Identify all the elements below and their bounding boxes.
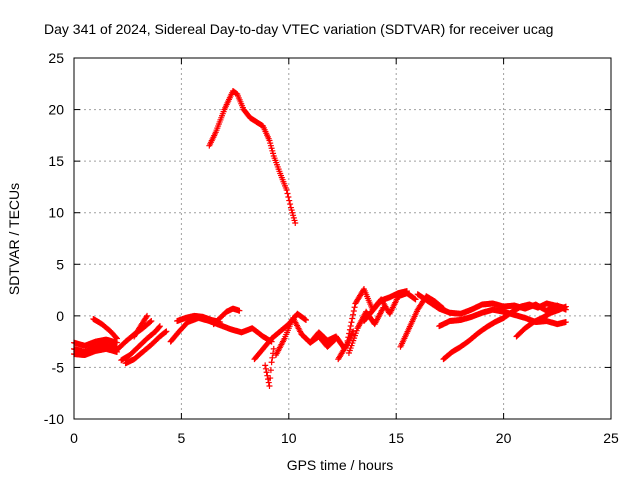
series-arc-11 <box>210 305 243 328</box>
x-tick-label: 5 <box>178 430 186 446</box>
data-point <box>266 382 273 389</box>
series-arc-4 <box>90 315 120 342</box>
series-arc-7 <box>122 328 170 367</box>
series-arc-13 <box>262 345 277 389</box>
y-axis-label: SDTVAR / TECUs <box>6 183 22 295</box>
data-point <box>345 334 352 341</box>
data-point <box>380 304 387 311</box>
series-arc-12 <box>206 88 299 227</box>
data-point <box>302 316 309 323</box>
data-point <box>350 311 357 318</box>
data-point <box>270 345 277 352</box>
plot-frame <box>73 57 612 420</box>
data-point <box>333 335 340 342</box>
x-tick-label: 25 <box>603 430 619 446</box>
y-tick-label: 5 <box>56 256 64 272</box>
y-tick-label: -5 <box>52 359 65 375</box>
data-point <box>162 328 169 335</box>
data-point <box>268 359 275 366</box>
y-tick-label: 10 <box>48 205 64 221</box>
y-tick-label: 0 <box>56 308 64 324</box>
data-point <box>265 379 272 386</box>
series-arc-3 <box>71 345 120 359</box>
x-tick-label: 10 <box>281 430 297 446</box>
series-arc-24 <box>500 300 567 321</box>
data-point <box>286 197 293 204</box>
x-tick-label: 0 <box>70 430 78 446</box>
series-arc-20 <box>397 293 447 350</box>
grid-lines <box>74 58 611 419</box>
data-point <box>332 336 339 343</box>
data-point <box>262 362 269 369</box>
data-point <box>144 312 151 319</box>
series-arc-23 <box>440 314 507 363</box>
x-tick-labels: 0 5 10 15 20 25 <box>70 430 619 446</box>
data-point <box>284 190 291 197</box>
x-tick-label: 15 <box>388 430 404 446</box>
data-point <box>412 296 419 303</box>
y-tick-label: 15 <box>48 153 64 169</box>
data-point <box>267 375 274 382</box>
x-tick-label: 20 <box>496 430 512 446</box>
data-point <box>348 319 355 326</box>
series-arc-10 <box>174 312 224 326</box>
data-points <box>71 88 569 389</box>
y-tick-label: 20 <box>48 102 64 118</box>
series-arc-25 <box>513 303 569 340</box>
data-point <box>346 330 353 337</box>
data-point <box>113 335 120 342</box>
series-arc-6 <box>118 323 163 364</box>
data-point <box>562 303 569 310</box>
chart-title: Day 341 of 2024, Sidereal Day-to-day VTE… <box>44 21 553 37</box>
data-point <box>236 307 243 314</box>
axis-ticks <box>73 57 612 420</box>
data-point <box>143 314 150 321</box>
series-arc-2 <box>71 336 120 349</box>
x-axis-label: GPS time / hours <box>287 457 394 473</box>
data-point <box>263 369 270 376</box>
data-point <box>350 307 357 314</box>
data-point <box>283 187 290 194</box>
data-point <box>269 354 276 361</box>
data-point <box>562 319 569 326</box>
data-point <box>156 323 163 330</box>
data-point <box>285 194 292 201</box>
data-point <box>344 337 351 344</box>
data-point <box>349 315 356 322</box>
series-arc-8 <box>131 312 151 340</box>
data-point <box>287 201 294 208</box>
data-point <box>292 220 299 227</box>
data-point <box>347 322 354 329</box>
y-tick-label: -10 <box>44 411 64 427</box>
data-point <box>267 367 274 374</box>
y-tick-labels: -10 -5 0 5 10 15 20 25 <box>44 50 64 427</box>
data-point <box>156 324 163 331</box>
data-point <box>113 334 120 341</box>
data-point <box>262 365 269 372</box>
series-arc-19 <box>360 288 410 325</box>
series-arc-16 <box>298 331 340 350</box>
data-point <box>346 326 353 333</box>
data-point <box>163 328 170 335</box>
data-point <box>343 341 350 348</box>
y-tick-label: 25 <box>48 50 64 66</box>
data-point <box>148 318 155 325</box>
data-point <box>403 288 410 295</box>
data-point <box>351 304 358 311</box>
data-point <box>147 318 154 325</box>
